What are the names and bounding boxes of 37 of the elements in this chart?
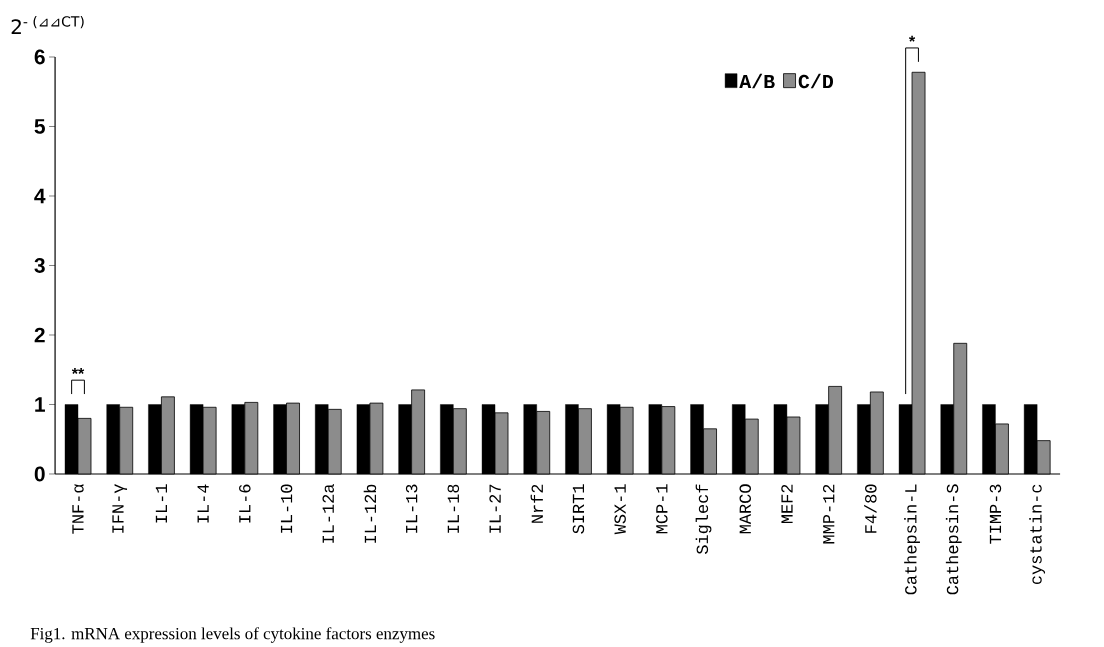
x-tick-label: Cathepsin-S (945, 484, 962, 595)
x-tick-label: MARCO (739, 484, 751, 534)
x-tick-label: IL-13 (405, 484, 418, 533)
x-tick-label: MMP-12 (822, 484, 835, 544)
x-tick-label: MCP-1 (656, 484, 668, 534)
x-tick-label: IL-6 (239, 484, 251, 523)
y-tick-label: 2 (34, 327, 45, 343)
x-tick-label: Siglecf (695, 484, 712, 554)
legend-label: C/D (798, 73, 834, 89)
x-tick-label: MEF2 (781, 484, 793, 524)
x-tick-label: F4/80 (864, 484, 877, 533)
x-tick-label: TIMP-3 (989, 484, 1002, 544)
y-axis-title: 2$^{- (⊿⊿CT)}$ (11, 15, 84, 35)
x-tick-label: Nrf2 (530, 484, 543, 523)
y-tick-label: 1 (35, 397, 45, 412)
legend-label: A/B (739, 73, 775, 89)
x-tick-label: IL-27 (489, 484, 501, 533)
x-tick-label: IL-12a (322, 484, 334, 543)
y-tick-label: 6 (34, 49, 45, 65)
x-tick-label: TNF-α (72, 484, 84, 534)
y-tick-label: 5 (34, 119, 45, 134)
annotation: ** (71, 367, 85, 374)
x-tick-label: IL-18 (447, 484, 460, 533)
x-tick-label: WSX-1 (614, 484, 626, 535)
y-tick-label: 4 (34, 188, 46, 204)
x-tick-label: cystatin-c (1029, 484, 1046, 585)
x-tick-label: IL-12b (363, 484, 377, 543)
x-tick-label: IFN-γ (112, 484, 128, 533)
y-tick-label: 0 (34, 466, 45, 482)
x-tick-label: IL-4 (197, 484, 209, 523)
x-tick-label: IL-10 (280, 484, 293, 533)
annotation: * (908, 35, 916, 42)
x-tick-label: IL-1 (155, 484, 167, 523)
x-tick-label: Cathepsin-L (904, 484, 920, 595)
y-tick-label: 3 (34, 258, 45, 273)
caption: Fig1. mRNA expression levels of cytokine factors enzymes (30, 627, 435, 643)
x-tick-label: SIRT1 (572, 484, 585, 534)
